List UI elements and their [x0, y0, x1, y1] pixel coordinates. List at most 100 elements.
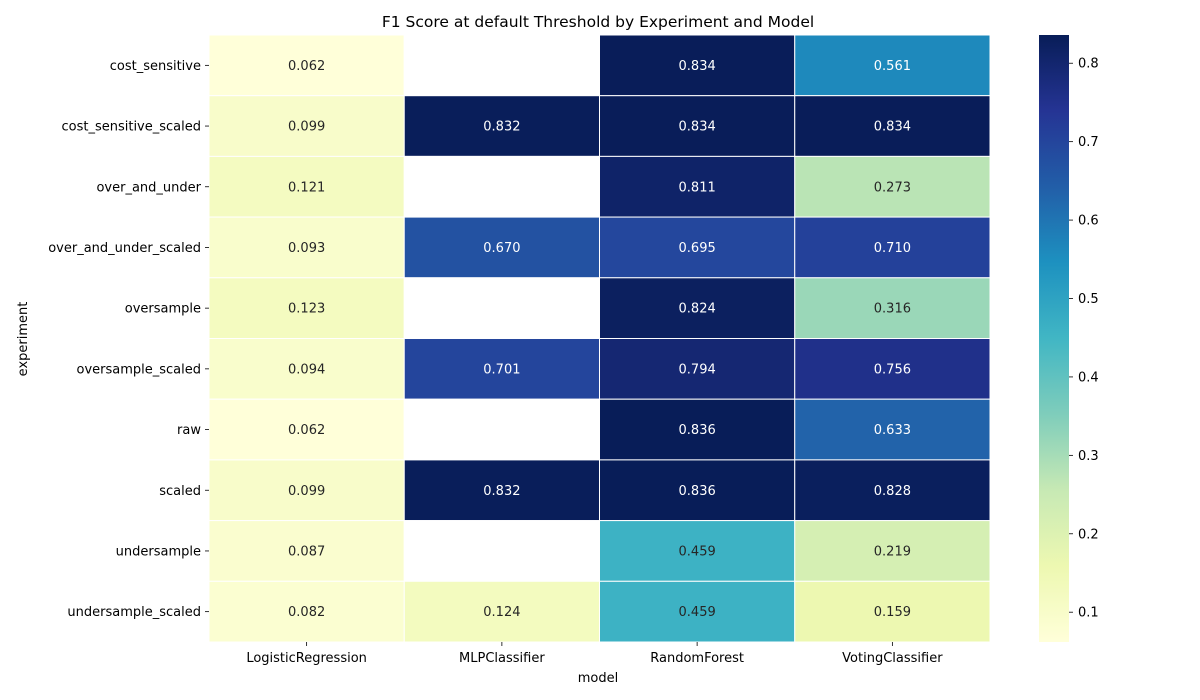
heatmap-cell-label: 0.695	[679, 241, 716, 256]
x-tick-label: LogisticRegression	[246, 651, 367, 666]
heatmap-cell-label: 0.121	[288, 180, 325, 195]
y-tick-label: scaled	[159, 484, 201, 499]
heatmap-cell-label: 0.087	[288, 544, 325, 559]
colorbar-tick-label: 0.2	[1078, 527, 1099, 542]
y-tick-label: undersample	[116, 544, 201, 559]
heatmap-cell	[208, 216, 405, 279]
heatmap-cell-label: 0.273	[874, 180, 911, 195]
colorbar-tick-label: 0.4	[1078, 370, 1099, 385]
heatmap-cell-label: 0.094	[288, 362, 325, 377]
heatmap-cell	[794, 95, 991, 157]
heatmap-cell-label: 0.316	[874, 302, 911, 317]
heatmap-cell	[208, 95, 405, 157]
heatmap-cell-label: 0.124	[483, 605, 520, 620]
heatmap-cell-label: 0.828	[874, 484, 911, 499]
heatmap-cell	[599, 338, 796, 400]
heatmap-cell	[794, 580, 991, 643]
heatmap-cell	[599, 34, 796, 97]
heatmap-cell	[794, 398, 991, 461]
heatmap-cell	[794, 338, 991, 400]
x-tick-label: VotingClassifier	[842, 651, 943, 666]
heatmap-cell-label: 0.834	[679, 59, 716, 74]
heatmap-cell	[403, 520, 600, 582]
heatmap-cell-label: 0.836	[679, 423, 716, 438]
heatmap-cell-label: 0.459	[679, 544, 716, 559]
heatmap-cell-labels: 0.062 0.834 0.561 0.099 0.832 0.834 0.834 0.121…	[288, 59, 911, 620]
x-tick-label: RandomForest	[650, 651, 744, 666]
heatmap-cell-label: 0.219	[874, 544, 911, 559]
heatmap-cell	[208, 277, 405, 339]
heatmap-cell-label: 0.701	[483, 362, 520, 377]
heatmap-cell-label: 0.633	[874, 423, 911, 438]
chart-title: F1 Score at default Threshold by Experim…	[382, 13, 814, 31]
y-axis-label: experiment	[16, 302, 31, 377]
heatmap-cell	[794, 216, 991, 279]
heatmap-cell-label: 0.834	[679, 120, 716, 135]
colorbar-tick-label: 0.5	[1078, 292, 1099, 307]
heatmap-cell	[599, 580, 796, 643]
heatmap-cell-label: 0.099	[288, 484, 325, 499]
heatmap-cell-label: 0.834	[874, 120, 911, 135]
heatmap-cell-label: 0.062	[288, 59, 325, 74]
heatmap-cell	[403, 277, 600, 339]
y-tick-label: raw	[177, 423, 201, 438]
x-axis-ticks: LogisticRegression MLPClassifier RandomFor…	[246, 642, 943, 666]
heatmap-cell	[599, 398, 796, 461]
y-tick-label: cost_sensitive	[110, 59, 201, 74]
heatmap-cell-label: 0.459	[679, 605, 716, 620]
heatmap-cell	[403, 155, 600, 218]
x-tick-label: MLPClassifier	[459, 651, 545, 666]
heatmap-cell-label: 0.082	[288, 605, 325, 620]
heatmap-cell-label: 0.093	[288, 241, 325, 256]
heatmap-cell-label: 0.670	[483, 241, 520, 256]
heatmap-cell	[794, 520, 991, 582]
heatmap-cell	[403, 580, 600, 643]
heatmap-cell-label: 0.123	[288, 302, 325, 317]
heatmap-cell	[403, 34, 600, 97]
heatmap-cell-label: 0.062	[288, 423, 325, 438]
y-tick-label: undersample_scaled	[67, 605, 201, 620]
heatmap-cell-label: 0.832	[483, 484, 520, 499]
heatmap-cell	[403, 216, 600, 279]
y-tick-label: oversample_scaled	[76, 362, 201, 377]
heatmap-cell	[403, 338, 600, 400]
heatmap-cell-label: 0.561	[874, 59, 911, 74]
heatmap-cell-label: 0.159	[874, 605, 911, 620]
y-tick-label: oversample	[125, 302, 201, 317]
heatmap-cell	[208, 580, 405, 643]
heatmap-cell	[599, 459, 796, 522]
heatmap-cell	[794, 277, 991, 339]
heatmap-cell-label: 0.710	[874, 241, 911, 256]
heatmap-cell-label: 0.824	[679, 302, 716, 317]
heatmap-cell	[599, 277, 796, 339]
heatmap-cell-label: 0.099	[288, 120, 325, 135]
x-axis-label: model	[578, 671, 618, 686]
colorbar-tick-label: 0.7	[1078, 135, 1099, 150]
heatmap-cell	[599, 520, 796, 582]
y-tick-label: cost_sensitive_scaled	[61, 120, 201, 135]
heatmap-cells	[208, 34, 991, 643]
heatmap-cell-label: 0.811	[679, 180, 716, 195]
colorbar-tick-label: 0.1	[1078, 606, 1099, 621]
heatmap-cell-label: 0.794	[679, 362, 716, 377]
heatmap-cell-label: 0.756	[874, 362, 911, 377]
heatmap-cell	[208, 398, 405, 461]
heatmap-cell	[794, 155, 991, 218]
heatmap-cell	[403, 398, 600, 461]
y-tick-label: over_and_under	[96, 180, 201, 195]
colorbar-ticks: 0.1 0.2 0.3 0.4 0.5 0.6 0.7 0.8	[1069, 57, 1099, 621]
heatmap-cell	[403, 95, 600, 157]
y-axis-ticks: cost_sensitive cost_sensitive_scaled over_…	[48, 59, 209, 620]
colorbar	[1039, 35, 1069, 642]
colorbar-tick-label: 0.3	[1078, 449, 1099, 464]
y-tick-label: over_and_under_scaled	[48, 241, 201, 256]
heatmap-cell	[208, 338, 405, 400]
heatmap-cell-label: 0.836	[679, 484, 716, 499]
heatmap-cell	[599, 216, 796, 279]
heatmap-cell	[208, 459, 405, 522]
heatmap-cell	[208, 34, 405, 97]
heatmap-cell	[794, 34, 991, 97]
colorbar-tick-label: 0.8	[1078, 57, 1099, 72]
